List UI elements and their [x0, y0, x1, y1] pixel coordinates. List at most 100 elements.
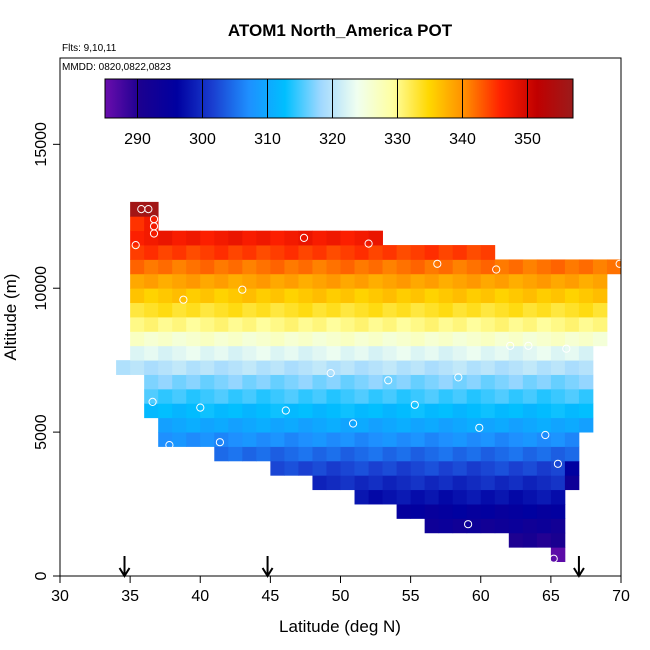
heatmap-cell	[550, 532, 566, 548]
heatmap-cell	[424, 518, 440, 534]
heatmap-cell	[368, 230, 383, 246]
heatmap-cell	[242, 345, 257, 361]
heatmap-cell	[158, 360, 173, 375]
heatmap-cell	[382, 489, 397, 505]
heatmap-cell	[550, 403, 566, 419]
x-tick-label: 55	[402, 588, 420, 605]
heatmap-cell	[172, 432, 187, 447]
heatmap-cell	[228, 288, 243, 304]
heatmap-cell	[284, 245, 299, 260]
heatmap-cell	[396, 475, 412, 491]
heatmap-cell	[536, 432, 552, 447]
heatmap-cell	[130, 331, 145, 347]
heatmap-cell	[522, 403, 538, 419]
heatmap-cell	[200, 302, 215, 318]
heatmap-cell	[172, 317, 187, 332]
x-tick-label: 60	[472, 588, 490, 605]
heatmap-cell	[438, 504, 454, 519]
heatmap-cell	[578, 259, 594, 275]
heatmap-cell	[354, 259, 369, 275]
measurement-point	[541, 430, 550, 440]
heatmap-cell	[536, 403, 552, 419]
heatmap-cell	[200, 360, 215, 375]
heatmap-cell	[424, 273, 440, 289]
heatmap-cell	[368, 388, 383, 404]
heatmap-cell	[536, 417, 552, 433]
heatmap-cell	[284, 302, 299, 318]
heatmap-cell	[284, 374, 299, 390]
heatmap-cell	[522, 273, 538, 289]
heatmap-cell	[578, 345, 594, 361]
heatmap-cell	[466, 446, 482, 462]
heatmap-cell	[396, 374, 412, 390]
heatmap-cell	[508, 403, 524, 419]
heatmap-cell	[298, 259, 313, 275]
heatmap-cell	[480, 432, 496, 447]
measurement-point	[492, 265, 501, 274]
heatmap-cell	[284, 345, 299, 361]
heatmap-cell	[438, 518, 454, 534]
heatmap-cell	[396, 446, 412, 462]
heatmap-cell	[256, 273, 271, 289]
y-tick-label: 0	[33, 571, 50, 580]
heatmap-cell	[578, 388, 594, 404]
measurement-points	[131, 205, 624, 563]
heatmap-cell	[200, 259, 215, 275]
heatmap-cell	[368, 259, 383, 275]
heatmap-cell	[228, 432, 243, 447]
heatmap-cell	[144, 403, 159, 419]
measurement-point	[433, 259, 442, 268]
heatmap-cell	[368, 460, 383, 476]
measurement-point	[464, 520, 473, 529]
heatmap-cell	[186, 273, 201, 289]
measurement-point	[553, 459, 563, 468]
heatmap-cell	[410, 475, 426, 491]
heatmap-cell	[172, 345, 187, 361]
heatmap-cell	[172, 331, 187, 347]
heatmap-cell	[424, 288, 440, 304]
heatmap-cell	[396, 432, 412, 447]
heatmap-cell	[368, 446, 383, 462]
flight-arrow	[573, 556, 585, 578]
heatmap-cell	[508, 388, 524, 404]
heatmap-cell	[298, 460, 313, 476]
heatmap-cell	[396, 288, 412, 304]
heatmap-cell	[158, 331, 173, 347]
heatmap-cell	[424, 317, 440, 332]
heatmap-cell	[536, 288, 552, 304]
heatmap-cell	[452, 374, 468, 390]
heatmap-cell	[368, 345, 383, 361]
heatmap-cell	[480, 403, 496, 419]
heatmap-cell	[480, 273, 496, 289]
heatmap-cell	[354, 345, 369, 361]
heatmap-cell	[270, 417, 285, 433]
heatmap-cell	[172, 417, 187, 433]
heatmap-cell	[340, 345, 355, 361]
heatmap-cell	[592, 259, 608, 275]
heatmap-cell	[326, 432, 341, 447]
heatmap-cell	[144, 245, 159, 260]
heatmap-cell	[312, 475, 327, 491]
heatmap-cell	[452, 259, 468, 275]
heatmap-cell	[158, 230, 173, 246]
heatmap-cell	[382, 259, 397, 275]
heatmap-cell	[564, 345, 580, 361]
heatmap-cell	[284, 417, 299, 433]
heatmap-cell	[382, 374, 397, 390]
heatmap-cell	[298, 360, 313, 375]
heatmap-cell	[270, 245, 285, 260]
heatmap-cell	[158, 245, 173, 260]
heatmap-cell	[578, 273, 594, 289]
heatmap-cell	[158, 374, 173, 390]
heatmap-cell	[214, 331, 229, 347]
heatmap-cell	[256, 230, 271, 246]
heatmap-cell	[340, 273, 355, 289]
heatmap-cell	[452, 504, 468, 519]
heatmap-cell	[494, 475, 510, 491]
heatmap-cell	[186, 259, 201, 275]
heatmap-cell	[256, 259, 271, 275]
heatmap-cell	[312, 417, 327, 433]
heatmap-cell	[214, 446, 229, 462]
heatmap-cell	[186, 230, 201, 246]
